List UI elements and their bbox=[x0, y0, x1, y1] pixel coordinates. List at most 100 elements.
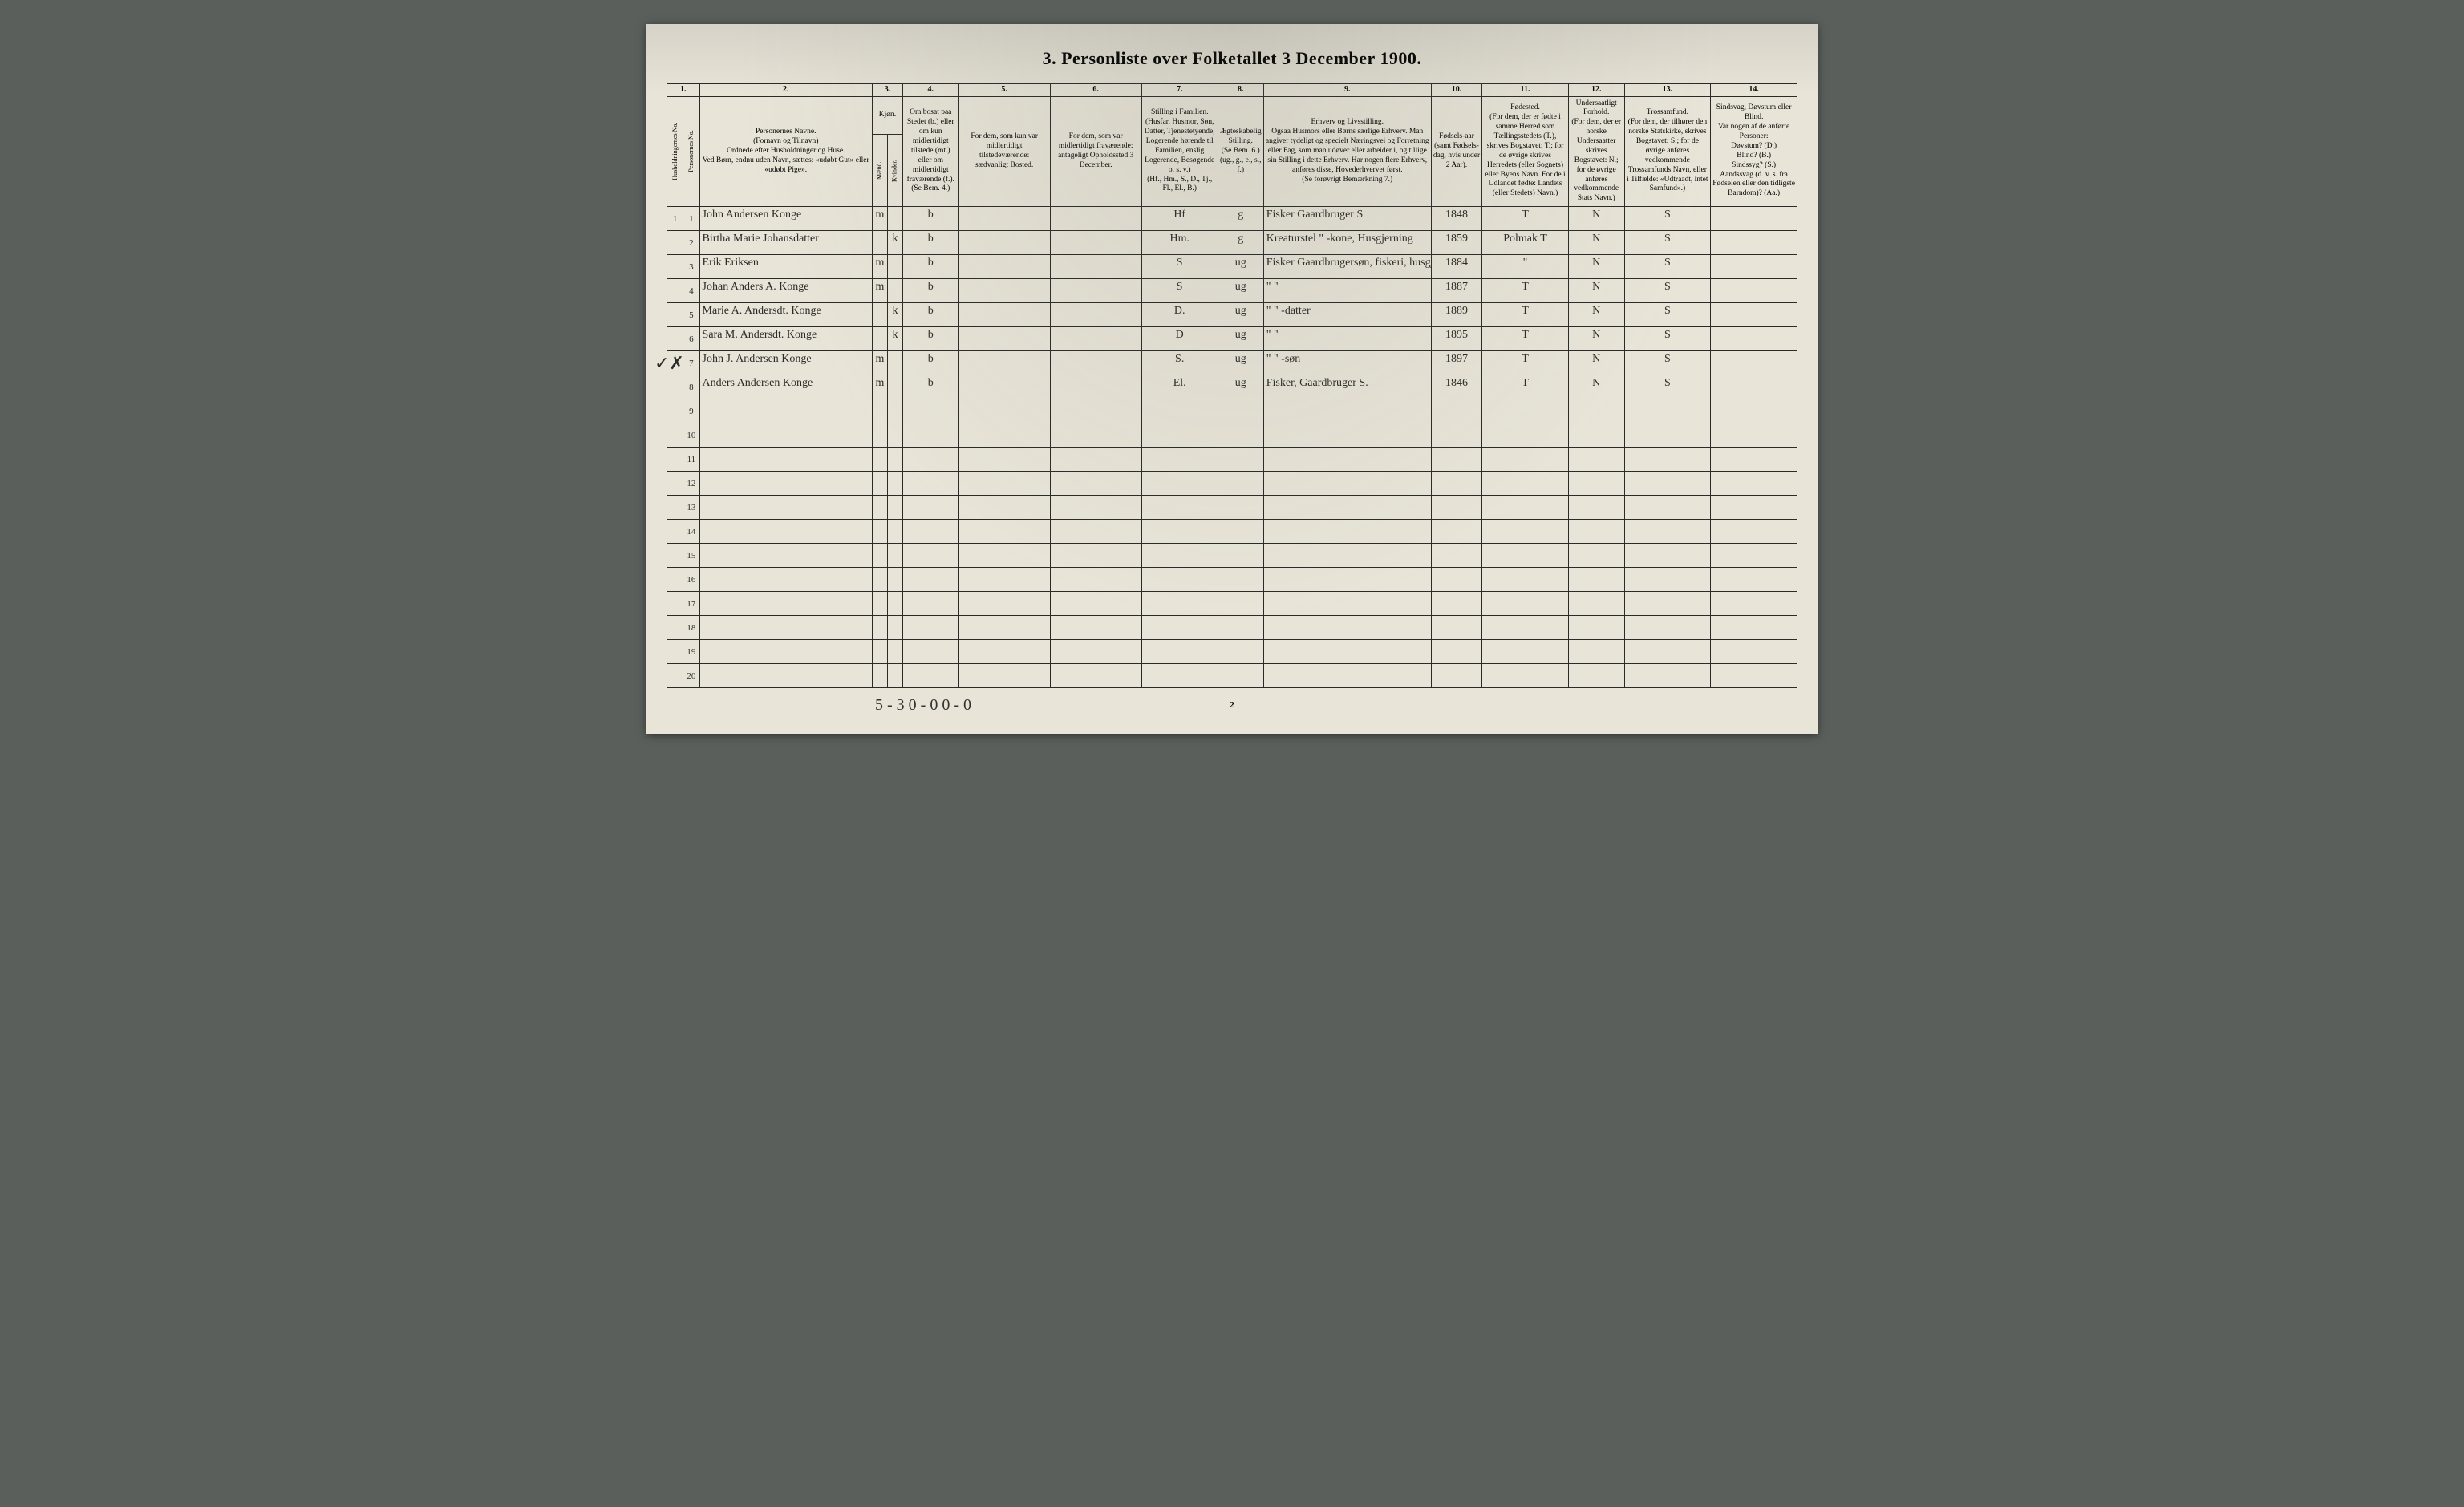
cell-temp-absent bbox=[1050, 544, 1141, 568]
cell-temp-absent bbox=[1050, 399, 1141, 423]
cell-religion bbox=[1624, 423, 1711, 448]
cell-temp-absent bbox=[1050, 568, 1141, 592]
cell-sex-k bbox=[887, 472, 902, 496]
census-table: 1. 2. 3. 4. 5. 6. 7. 8. 9. 10. 11. 12. 1… bbox=[667, 83, 1797, 688]
header-family-pos: Stilling i Familien. (Husfar, Husmor, Sø… bbox=[1141, 96, 1218, 207]
cell-temp-absent bbox=[1050, 231, 1141, 255]
cell-marital bbox=[1218, 544, 1263, 568]
cell-nationality: N bbox=[1568, 303, 1624, 327]
cell-nationality bbox=[1568, 448, 1624, 472]
cell-occupation bbox=[1263, 496, 1431, 520]
cell-name bbox=[699, 423, 872, 448]
cell-sex-k bbox=[887, 520, 902, 544]
cell-birthyear bbox=[1431, 496, 1481, 520]
cell-temp-absent bbox=[1050, 375, 1141, 399]
cell-temp-absent bbox=[1050, 520, 1141, 544]
cell-sex-k bbox=[887, 255, 902, 279]
cell-birthyear bbox=[1431, 592, 1481, 616]
cell-family-pos bbox=[1141, 496, 1218, 520]
cell-temp-present bbox=[958, 375, 1050, 399]
cell-birthplace: T bbox=[1482, 279, 1569, 303]
cell-birthplace bbox=[1482, 399, 1569, 423]
cell-temp-present bbox=[958, 520, 1050, 544]
colnum-3: 3. bbox=[872, 84, 902, 97]
cell-sex-m bbox=[872, 568, 887, 592]
cell-birthyear: 1887 bbox=[1431, 279, 1481, 303]
table-row-blank: 10 bbox=[667, 423, 1797, 448]
cell-person-no: 7 bbox=[683, 351, 699, 375]
cell-birthplace: T bbox=[1482, 327, 1569, 351]
page-number: 2 bbox=[667, 700, 1797, 710]
cell-sex-k bbox=[887, 375, 902, 399]
form-title: 3. Personliste over Folketallet 3 Decemb… bbox=[667, 48, 1797, 69]
cell-person-no: 13 bbox=[683, 496, 699, 520]
cell-sex-k: k bbox=[887, 231, 902, 255]
cell-sex-k bbox=[887, 279, 902, 303]
cell-occupation bbox=[1263, 472, 1431, 496]
table-row-blank: 16 bbox=[667, 568, 1797, 592]
cell-religion bbox=[1624, 616, 1711, 640]
cell-family-pos: El. bbox=[1141, 375, 1218, 399]
cell-religion: S bbox=[1624, 375, 1711, 399]
cell-marital: ug bbox=[1218, 327, 1263, 351]
cell-hh-no bbox=[667, 303, 683, 327]
cell-temp-present bbox=[958, 568, 1050, 592]
cell-temp-absent bbox=[1050, 496, 1141, 520]
cell-religion bbox=[1624, 448, 1711, 472]
cell-birthplace: Polmak T bbox=[1482, 231, 1569, 255]
cell-family-pos bbox=[1141, 640, 1218, 664]
cell-disability bbox=[1711, 472, 1797, 496]
cell-person-no: 9 bbox=[683, 399, 699, 423]
cell-residence bbox=[902, 472, 958, 496]
cell-sex-m: m bbox=[872, 279, 887, 303]
colnum-2: 2. bbox=[699, 84, 872, 97]
cell-residence bbox=[902, 520, 958, 544]
cell-temp-present bbox=[958, 472, 1050, 496]
table-row-blank: 19 bbox=[667, 640, 1797, 664]
cell-residence bbox=[902, 448, 958, 472]
cell-temp-absent bbox=[1050, 423, 1141, 448]
cell-name: Marie A. Andersdt. Konge bbox=[699, 303, 872, 327]
cell-temp-absent bbox=[1050, 303, 1141, 327]
cell-marital bbox=[1218, 496, 1263, 520]
cell-name bbox=[699, 472, 872, 496]
table-row: 8Anders Andersen KongembEl.ugFisker, Gaa… bbox=[667, 375, 1797, 399]
cell-disability bbox=[1711, 616, 1797, 640]
table-row-blank: 18 bbox=[667, 616, 1797, 640]
cell-temp-present bbox=[958, 207, 1050, 231]
cell-occupation bbox=[1263, 664, 1431, 688]
cell-religion bbox=[1624, 472, 1711, 496]
cell-hh-no bbox=[667, 544, 683, 568]
cell-name: Johan Anders A. Konge bbox=[699, 279, 872, 303]
header-male: Mænd. bbox=[872, 135, 887, 207]
cell-temp-present bbox=[958, 399, 1050, 423]
cell-name bbox=[699, 496, 872, 520]
cell-religion bbox=[1624, 544, 1711, 568]
cell-religion: S bbox=[1624, 255, 1711, 279]
cell-hh-no bbox=[667, 399, 683, 423]
colnum-6: 6. bbox=[1050, 84, 1141, 97]
cell-sex-m bbox=[872, 544, 887, 568]
cell-person-no: 6 bbox=[683, 327, 699, 351]
cell-birthplace bbox=[1482, 640, 1569, 664]
cell-name bbox=[699, 568, 872, 592]
cell-residence: b bbox=[902, 231, 958, 255]
cell-disability bbox=[1711, 544, 1797, 568]
cell-temp-present bbox=[958, 303, 1050, 327]
cell-religion: S bbox=[1624, 327, 1711, 351]
cell-sex-k: k bbox=[887, 303, 902, 327]
cell-person-no: 18 bbox=[683, 616, 699, 640]
cell-birthplace: T bbox=[1482, 303, 1569, 327]
cell-sex-m bbox=[872, 423, 887, 448]
cell-nationality bbox=[1568, 592, 1624, 616]
cell-marital bbox=[1218, 520, 1263, 544]
cell-disability bbox=[1711, 375, 1797, 399]
cell-religion: S bbox=[1624, 351, 1711, 375]
cell-sex-k bbox=[887, 351, 902, 375]
cell-disability bbox=[1711, 207, 1797, 231]
cell-religion bbox=[1624, 568, 1711, 592]
cell-sex-m: m bbox=[872, 351, 887, 375]
cell-occupation: " " -søn bbox=[1263, 351, 1431, 375]
cell-residence: b bbox=[902, 303, 958, 327]
cell-person-no: 14 bbox=[683, 520, 699, 544]
